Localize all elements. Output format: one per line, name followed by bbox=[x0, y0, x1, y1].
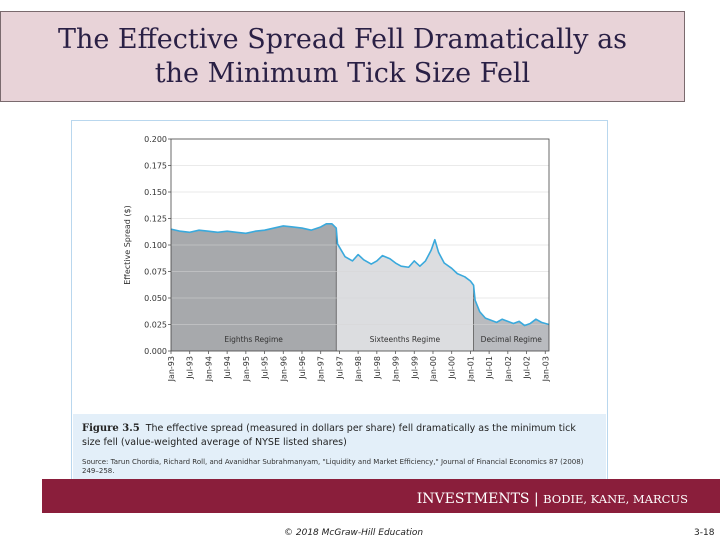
series-line bbox=[170, 223, 550, 327]
slide-title-line-1: The Effective Spread Fell Dramatically a… bbox=[57, 23, 628, 55]
footer-brand-title: INVESTMENTS bbox=[416, 491, 530, 507]
x-tick-label: Jul-96 bbox=[298, 356, 307, 380]
x-tick-label: Jul-95 bbox=[261, 356, 270, 380]
x-tick-label: Jan-99 bbox=[392, 356, 401, 382]
regime-label: Eighths Regime bbox=[224, 335, 283, 344]
y-axis-label: Effective Spread ($) bbox=[123, 205, 132, 285]
figure-caption-text: The effective spread (measured in dollar… bbox=[82, 423, 576, 448]
plot-frame bbox=[170, 138, 550, 352]
copyright-notice: © 2018 McGraw-Hill Education bbox=[284, 528, 424, 538]
footer-bar: INVESTMENTS | BODIE, KANE, MARCUS bbox=[42, 479, 720, 513]
x-tick-label: Jul-99 bbox=[410, 356, 419, 380]
x-tick-label: Jan-01 bbox=[466, 356, 475, 382]
figure-label: Figure 3.5 bbox=[82, 423, 140, 434]
x-tick-label: Jan-96 bbox=[279, 356, 288, 382]
x-tick-label: Jan-97 bbox=[317, 356, 326, 382]
footer-brand: INVESTMENTS | BODIE, KANE, MARCUS bbox=[417, 488, 688, 507]
x-tick-label: Jul-98 bbox=[373, 356, 382, 380]
y-tick-label: 0.100 bbox=[144, 241, 167, 250]
figure-source: Source: Tarun Chordia, Richard Roll, and… bbox=[82, 458, 584, 475]
x-tick-label: Jan-98 bbox=[354, 356, 363, 382]
regime-area bbox=[171, 223, 337, 351]
x-tick-label: Jan-93 bbox=[167, 356, 176, 382]
regime-area bbox=[473, 285, 549, 351]
regime-label: Decimal Regime bbox=[481, 335, 543, 344]
x-tick-label: Jan-00 bbox=[429, 356, 438, 382]
x-tick-label: Jan-02 bbox=[504, 356, 513, 382]
y-tick-label: 0.150 bbox=[144, 188, 167, 197]
x-tick-label: Jan-94 bbox=[204, 356, 213, 382]
x-tick-label: Jul-02 bbox=[523, 356, 532, 380]
x-tick-label: Jul-01 bbox=[485, 356, 494, 380]
x-tick-label: Jul-94 bbox=[223, 356, 232, 380]
regime-label: Sixteenths Regime bbox=[370, 335, 441, 344]
x-tick-label: Jul-97 bbox=[335, 356, 344, 380]
x-tick-label: Jul-00 bbox=[448, 356, 457, 380]
footer-authors: BODIE, KANE, MARCUS bbox=[543, 492, 688, 506]
figure-caption: Figure 3.5 The effective spread (measure… bbox=[73, 414, 606, 479]
y-tick-label: 0.075 bbox=[144, 268, 167, 277]
slide-title-box: The Effective Spread Fell Dramatically a… bbox=[0, 11, 685, 102]
slide-title-line-2: the Minimum Tick Size Fell bbox=[154, 57, 531, 89]
regime-area bbox=[336, 228, 474, 351]
y-tick-label: 0.175 bbox=[144, 162, 167, 171]
x-tick-label: Jan-95 bbox=[242, 356, 251, 382]
x-tick-label: Jul-93 bbox=[186, 356, 195, 380]
y-tick-label: 0.050 bbox=[144, 294, 167, 303]
page-number: 3-18 bbox=[694, 528, 715, 538]
footer-separator: | bbox=[529, 491, 544, 507]
y-tick-label: 0.000 bbox=[144, 347, 167, 356]
y-tick-label: 0.025 bbox=[144, 321, 167, 330]
x-tick-label: Jan-03 bbox=[541, 356, 550, 382]
y-tick-label: 0.125 bbox=[144, 215, 167, 224]
y-tick-label: 0.200 bbox=[144, 135, 167, 144]
